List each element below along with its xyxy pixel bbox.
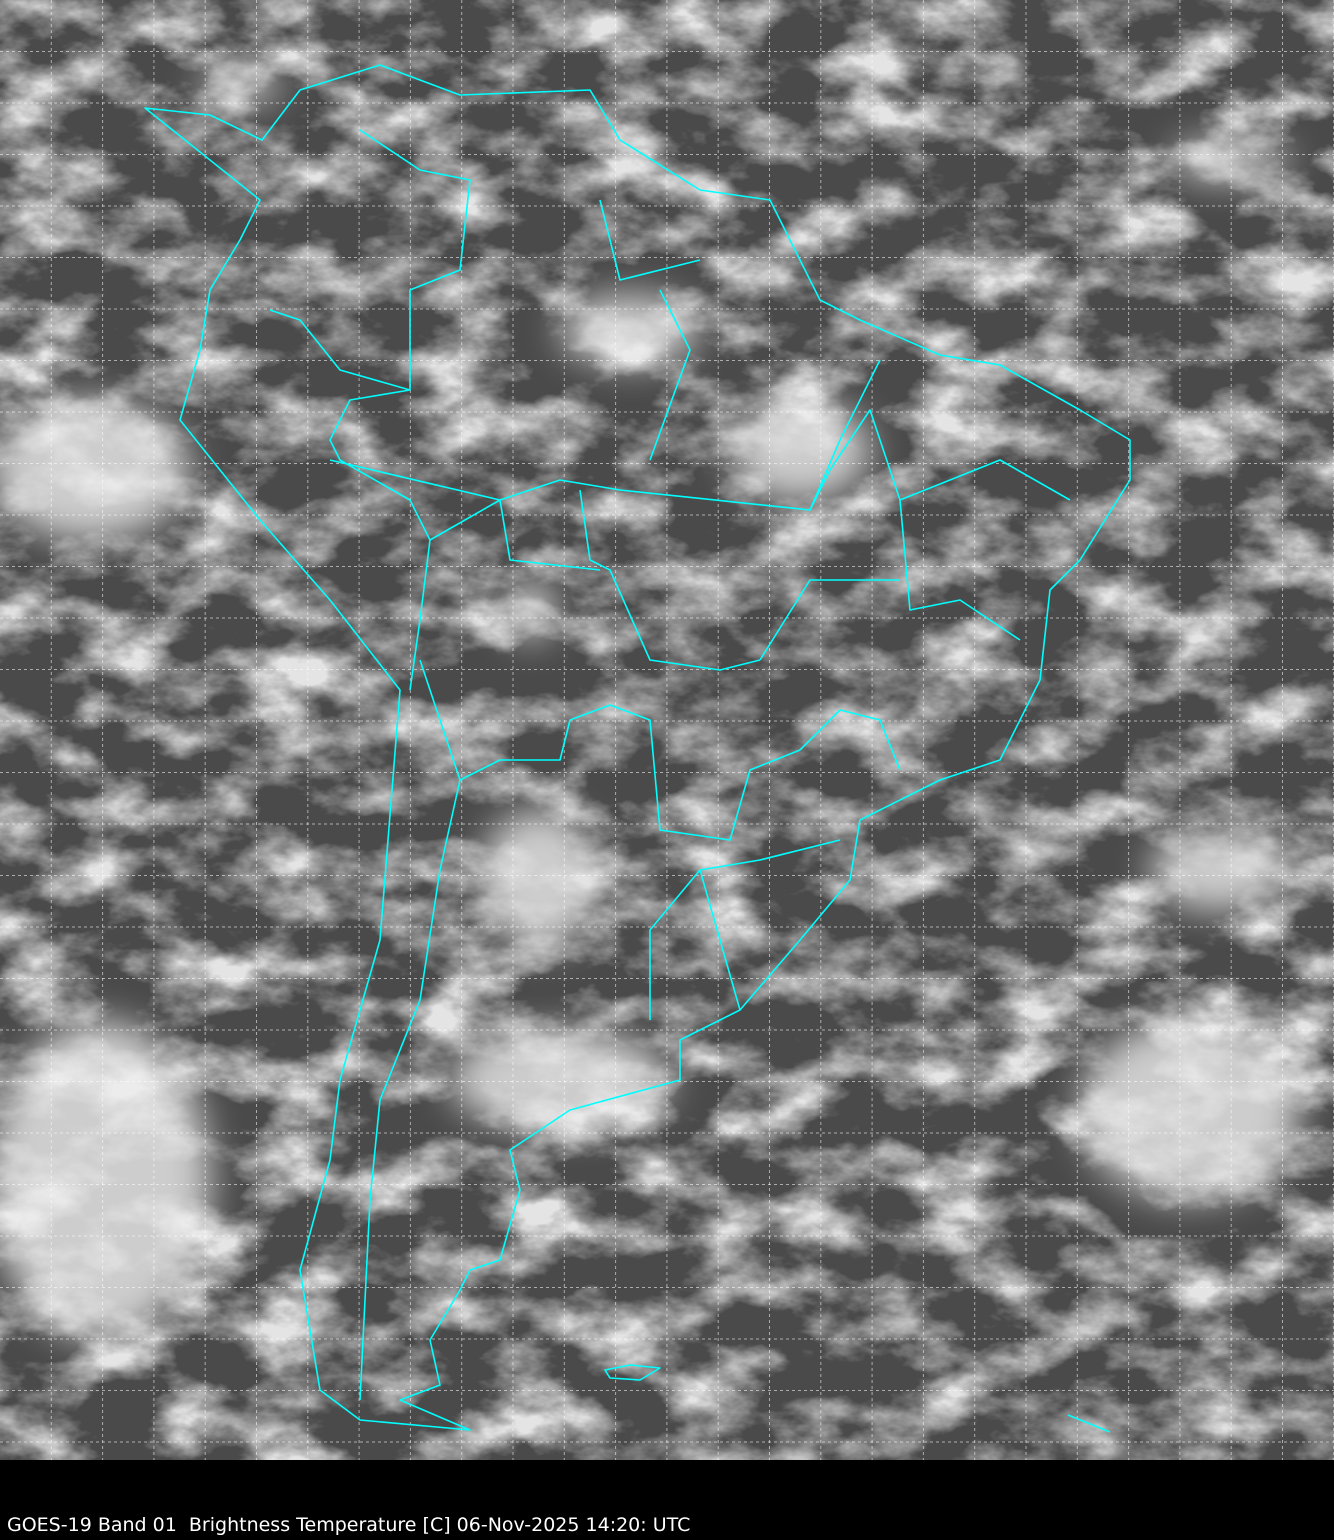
falklands — [604, 1364, 661, 1381]
satellite-image — [0, 0, 1334, 1460]
image-caption: GOES-19 Band 01 Brightness Temperature [… — [7, 1514, 691, 1536]
south-georgia — [1067, 1414, 1111, 1433]
bright-cloud-masses — [0, 67, 1300, 1340]
country-borders — [144, 64, 1131, 1433]
lat-lon-grid — [0, 0, 1334, 1460]
cloud-texture — [0, 0, 1334, 1460]
coastline — [144, 64, 1131, 1431]
border-lines — [269, 129, 1071, 1401]
